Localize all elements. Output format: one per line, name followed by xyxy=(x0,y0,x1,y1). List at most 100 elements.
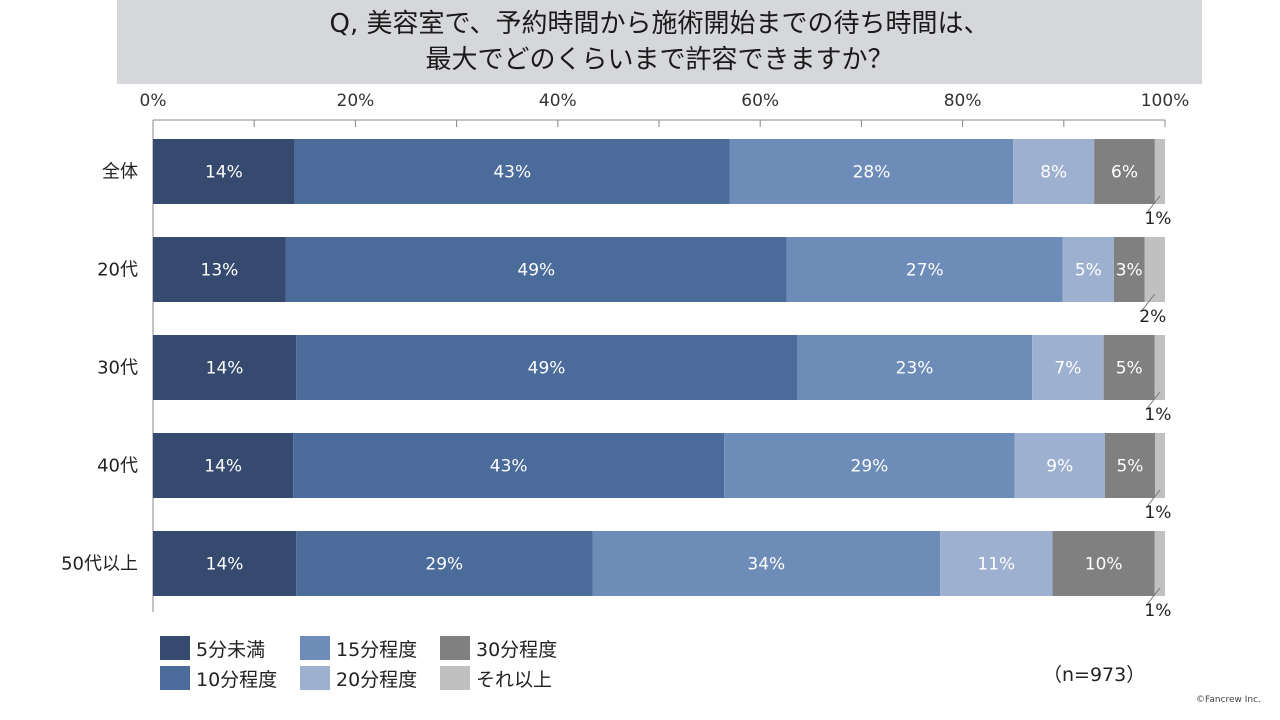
legend-item: 5分未満 xyxy=(160,634,265,662)
chart-title-line-2: 最大でどのくらいまで許容できますか？ xyxy=(425,45,894,75)
legend-swatch xyxy=(440,636,470,660)
category-label: 全体 xyxy=(102,162,138,183)
legend-swatch xyxy=(300,636,330,660)
bar-segment xyxy=(153,237,286,302)
copyright-text: ©Fancrew Inc. xyxy=(1196,695,1261,705)
legend-item: 10分程度 xyxy=(160,664,277,692)
bar-segment xyxy=(1154,531,1165,596)
bar-segment xyxy=(1154,139,1165,204)
x-tick-label: 60% xyxy=(741,91,779,111)
category-label: 50代以上 xyxy=(61,554,138,575)
bar-segment xyxy=(1154,433,1165,498)
data-label: 6% xyxy=(1111,163,1138,183)
data-label: 13% xyxy=(201,261,239,281)
bar-segment xyxy=(285,237,787,302)
leader-line xyxy=(1145,489,1161,509)
data-label: 1% xyxy=(1144,601,1171,621)
leader-line xyxy=(1145,391,1161,411)
bar-segment xyxy=(1094,139,1155,204)
bar-segment xyxy=(153,335,297,400)
data-label: 43% xyxy=(493,163,531,183)
legend-item: 20分程度 xyxy=(300,664,417,692)
data-label: 9% xyxy=(1046,457,1073,477)
data-label: 1% xyxy=(1144,405,1171,425)
legend-swatch xyxy=(440,666,470,690)
legend-item: それ以上 xyxy=(440,664,552,692)
chart-title-line-1: Q, 美容室で、予約時間から施術開始までの待ち時間は、 xyxy=(329,9,990,39)
x-tick-label: 80% xyxy=(944,91,982,111)
data-label: 5% xyxy=(1075,261,1102,281)
x-tick-label: 40% xyxy=(539,91,577,111)
bar-segment xyxy=(1154,335,1165,400)
legend-swatch xyxy=(160,636,190,660)
x-tick-label: 100% xyxy=(1141,91,1190,111)
data-label: 27% xyxy=(906,261,944,281)
data-label: 3% xyxy=(1116,261,1143,281)
sample-size-note: （n=973） xyxy=(1043,664,1146,686)
leader-line xyxy=(1140,293,1156,313)
data-label: 28% xyxy=(853,163,891,183)
data-label: 14% xyxy=(206,555,244,575)
data-label: 49% xyxy=(528,359,566,379)
data-label: 14% xyxy=(206,359,244,379)
chart-title: Q, 美容室で、予約時間から施術開始までの待ち時間は、 最大でどのくらいまで許容… xyxy=(117,0,1202,84)
bar-segment xyxy=(724,433,1015,498)
data-label: 23% xyxy=(896,359,934,379)
bar-segment xyxy=(1052,531,1155,596)
data-label: 7% xyxy=(1054,359,1081,379)
data-label: 10% xyxy=(1085,555,1123,575)
legend-swatch xyxy=(160,666,190,690)
legend: 5分未満 10分程度 15分程度 20分程度 30分程度それ以上 xyxy=(160,634,580,694)
bar-segment xyxy=(592,531,941,596)
data-label: 11% xyxy=(977,555,1015,575)
bar-segment xyxy=(1144,237,1165,302)
bar-segment xyxy=(153,531,297,596)
data-label: 1% xyxy=(1144,209,1171,229)
bar-segment xyxy=(296,531,593,596)
category-label: 40代 xyxy=(97,456,138,477)
category-label: 30代 xyxy=(97,358,138,379)
data-label: 14% xyxy=(204,457,242,477)
category-label: 20代 xyxy=(97,260,138,281)
data-label: 1% xyxy=(1144,503,1171,523)
data-label: 5% xyxy=(1116,359,1143,379)
x-tick-label: 20% xyxy=(337,91,375,111)
bar-segment xyxy=(153,139,295,204)
legend-label: 10分程度 xyxy=(196,668,278,691)
bar-segment xyxy=(294,139,730,204)
x-tick-label: 0% xyxy=(140,91,167,111)
data-label: 43% xyxy=(490,457,528,477)
data-label: 49% xyxy=(517,261,555,281)
legend-label: 20分程度 xyxy=(336,668,418,691)
legend-label: 15分程度 xyxy=(336,638,418,661)
bar-segment xyxy=(786,237,1063,302)
bar-segment xyxy=(293,433,725,498)
data-label: 14% xyxy=(205,163,243,183)
data-label: 29% xyxy=(425,555,463,575)
bar-segment xyxy=(296,335,797,400)
bar-segment xyxy=(1032,335,1104,400)
bar-segment xyxy=(1104,433,1155,498)
data-label: 2% xyxy=(1139,307,1166,327)
legend-label: それ以上 xyxy=(476,668,553,691)
bar-segment xyxy=(1103,335,1155,400)
leader-line xyxy=(1145,587,1161,607)
bar-segment xyxy=(797,335,1033,400)
legend-item: 15分程度 xyxy=(300,634,417,662)
legend-label: 30分程度 xyxy=(476,638,558,661)
data-label: 34% xyxy=(747,555,785,575)
data-label: 8% xyxy=(1040,163,1067,183)
legend-label: 5分未満 xyxy=(196,638,266,661)
bar-segment xyxy=(940,531,1053,596)
legend-swatch xyxy=(300,666,330,690)
data-label: 5% xyxy=(1116,457,1143,477)
bar-segment xyxy=(153,433,294,498)
bar-segment xyxy=(1062,237,1114,302)
legend-item: 30分程度 xyxy=(440,634,557,662)
data-label: 29% xyxy=(851,457,889,477)
bar-segment xyxy=(1013,139,1095,204)
bar-segment xyxy=(729,139,1014,204)
bar-segment xyxy=(1014,433,1105,498)
leader-line xyxy=(1145,195,1161,215)
